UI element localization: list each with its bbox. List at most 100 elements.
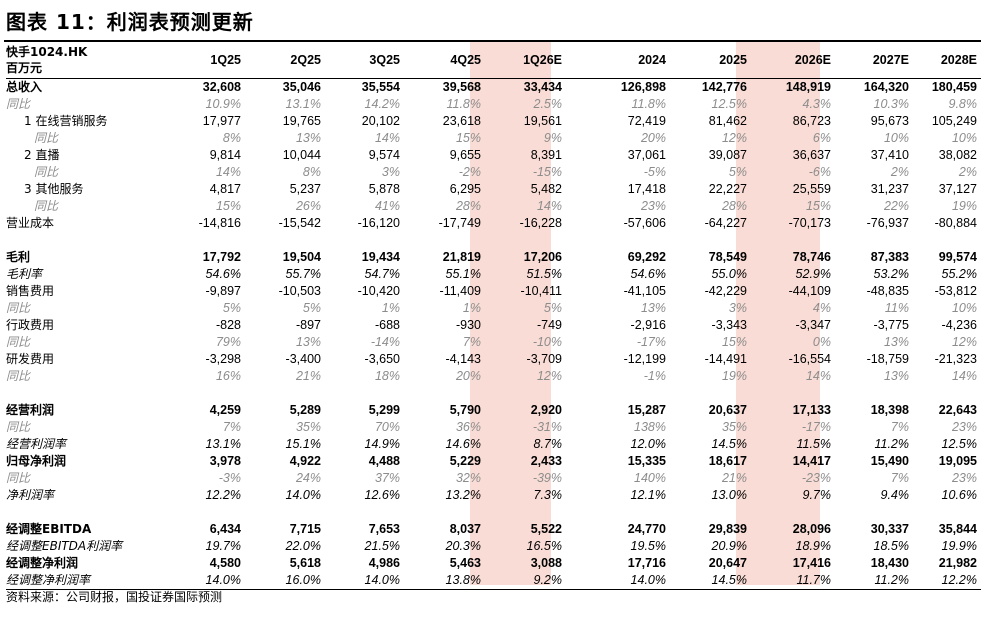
table-cell: 5% — [543, 301, 562, 315]
unit-label: 百万元 — [6, 61, 43, 75]
table-cell: -3% — [218, 471, 241, 485]
table-cell: 8,391 — [530, 148, 562, 162]
table-cell: 5,618 — [289, 556, 321, 570]
table-cell: 20.9% — [711, 539, 747, 553]
table-cell: 7% — [890, 471, 909, 485]
table-cell: 78,746 — [792, 250, 831, 264]
row-label — [6, 504, 177, 521]
table-cell: 32% — [455, 471, 481, 485]
table-cell: -10,420 — [357, 284, 400, 298]
table-cell: 54.7% — [364, 267, 400, 281]
table-cell: -3,343 — [711, 318, 747, 332]
table-cell: 69,292 — [627, 250, 666, 264]
table-cell: -749 — [536, 318, 562, 332]
table-cell: 20% — [640, 131, 666, 145]
table-cell: 12% — [536, 369, 562, 383]
table-cell: 9.2% — [533, 573, 563, 587]
table-cell: 5,229 — [449, 454, 481, 468]
table-cell: -39% — [532, 471, 562, 485]
table-cell: 3,088 — [530, 556, 562, 570]
column-header: 2024 — [638, 53, 666, 67]
table-cell — [325, 385, 404, 402]
table-cell: 19.5% — [630, 539, 666, 553]
table-cell: 25,559 — [792, 182, 831, 196]
table-row: 研发费用 -3,298 -3,400 -3,650 -4,143 -3,709 -12,19… — [6, 351, 981, 368]
table-cell: 5,299 — [368, 403, 400, 417]
row-label: 经调整EBITDA利润率 — [6, 539, 123, 553]
table-cell: -3,298 — [205, 352, 241, 366]
table-cell: 99,574 — [938, 250, 977, 264]
table-cell: 70% — [374, 420, 400, 434]
table-cell: 35% — [295, 420, 321, 434]
table-cell: 2,920 — [530, 403, 562, 417]
table-cell: 6,295 — [449, 182, 481, 196]
table-row: 同比 14% 8% 3% -2% -15% -5% 5% -6% 2% 2% — [6, 164, 981, 181]
table-cell: 14.0% — [285, 488, 321, 502]
row-label: 经调整EBITDA — [6, 522, 92, 536]
column-header: 1Q26E — [523, 53, 562, 67]
table-cell: 36,637 — [792, 148, 831, 162]
table-cell — [325, 504, 404, 521]
table-cell: 87,383 — [870, 250, 909, 264]
table-cell — [177, 232, 245, 249]
table-cell: 7,653 — [368, 522, 400, 536]
table-cell: 14% — [951, 369, 977, 383]
highlight-1q26e — [470, 42, 551, 585]
table-cell: 13.2% — [445, 488, 481, 502]
row-label: 毛利率 — [6, 267, 43, 281]
table-cell: 19,504 — [282, 250, 321, 264]
table-cell — [177, 504, 245, 521]
row-label — [6, 232, 177, 249]
table-cell: 18% — [374, 369, 400, 383]
table-cell: 19% — [721, 369, 747, 383]
table-cell: 21% — [721, 471, 747, 485]
highlight-2026e — [736, 42, 820, 585]
table-cell: 7% — [462, 335, 481, 349]
table-cell — [566, 232, 670, 249]
table-cell: 14.5% — [711, 573, 747, 587]
row-label: 同比 — [6, 369, 31, 383]
table-cell: 15% — [215, 199, 241, 213]
table-cell — [751, 504, 835, 521]
table-cell: 14.6% — [445, 437, 481, 451]
table-cell: 19,434 — [361, 250, 400, 264]
table-cell: -80,884 — [934, 216, 977, 230]
table-cell: -57,606 — [623, 216, 666, 230]
table-cell — [566, 504, 670, 521]
table-cell: -31% — [532, 420, 562, 434]
table-row: 经调整净利润率 14.0% 16.0% 14.0% 13.8% 9.2% 14.0% 14.5… — [6, 572, 981, 590]
table-cell: 15% — [805, 199, 831, 213]
table-cell: 29,839 — [708, 522, 747, 536]
table-cell: 15,490 — [870, 454, 909, 468]
table-cell: 20,637 — [708, 403, 747, 417]
table-cell: 13.8% — [445, 573, 481, 587]
table-cell: 55.0% — [711, 267, 747, 281]
table-cell: 5,790 — [449, 403, 481, 417]
table-cell: -10,503 — [278, 284, 321, 298]
table-cell: 22,227 — [708, 182, 747, 196]
table-cell: 18.9% — [795, 539, 831, 553]
table-cell: -930 — [455, 318, 481, 332]
table-cell: -5% — [643, 165, 666, 179]
table-cell — [245, 232, 325, 249]
table-cell: 10.9% — [205, 97, 241, 111]
table-cell: 15% — [721, 335, 747, 349]
table-cell: 5,463 — [449, 556, 481, 570]
ticker-label: 快手1024.HK — [6, 45, 88, 59]
table-cell: -3,650 — [364, 352, 400, 366]
table-cell: 24% — [295, 471, 321, 485]
table-cell: 17,716 — [627, 556, 666, 570]
table-cell: 28% — [721, 199, 747, 213]
table-cell: 13.1% — [205, 437, 241, 451]
table-row: 经调整净利润 4,580 5,618 4,986 5,463 3,088 17,716 20,… — [6, 555, 981, 572]
table-cell: 5% — [302, 301, 321, 315]
table-cell: 23,618 — [442, 114, 481, 128]
table-cell: 10% — [951, 301, 977, 315]
table-cell: 19% — [951, 199, 977, 213]
table-cell: -14,816 — [198, 216, 241, 230]
column-header: 4Q25 — [450, 53, 481, 67]
table-cell: -18,759 — [866, 352, 909, 366]
table-cell: 13.1% — [285, 97, 321, 111]
table-cell: 52.9% — [795, 267, 831, 281]
table-cell: 35,844 — [938, 522, 977, 536]
